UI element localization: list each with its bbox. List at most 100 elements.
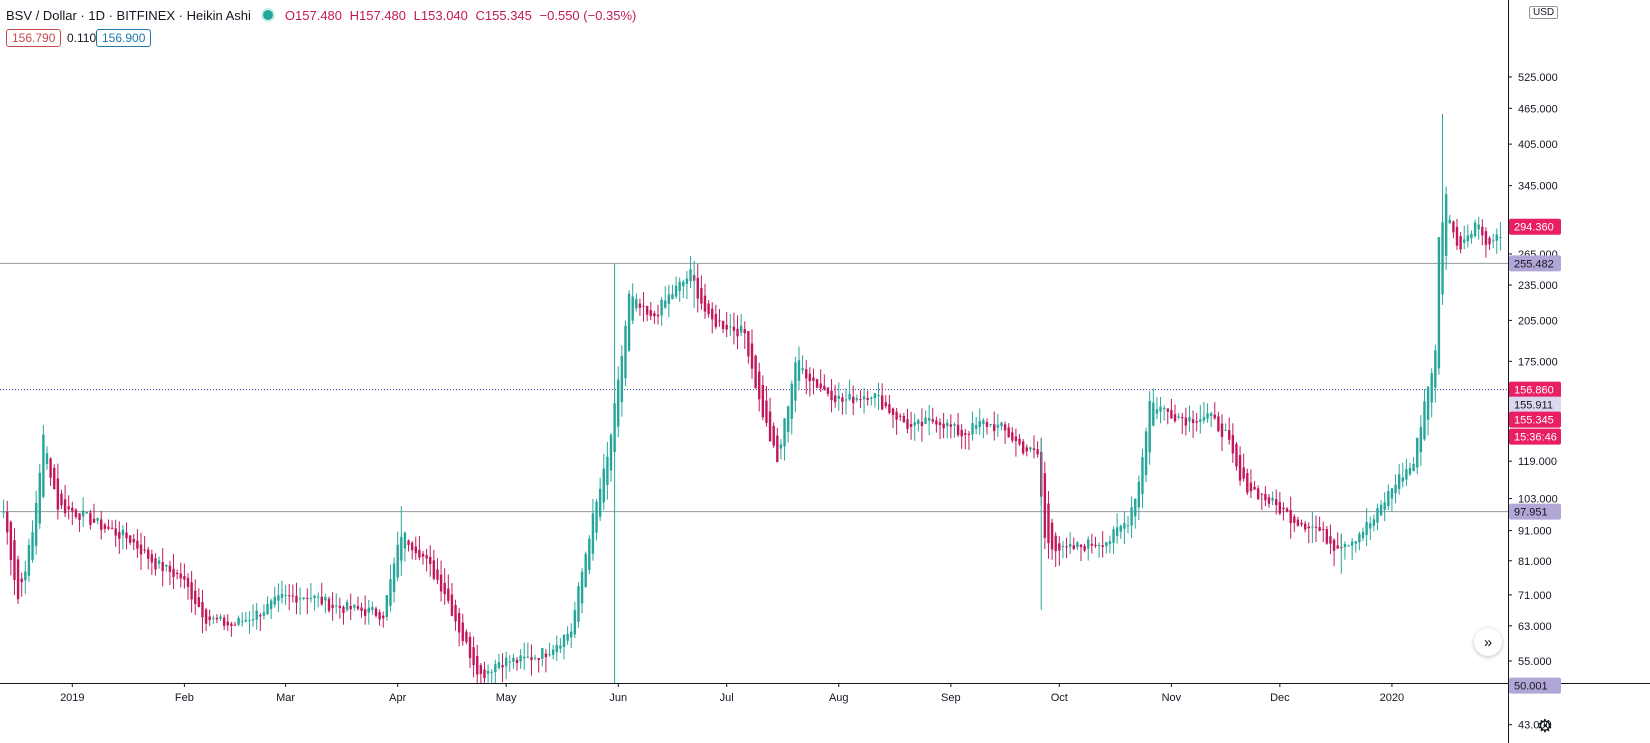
- candle: [580, 567, 584, 614]
- candle: [2, 499, 5, 519]
- candle: [78, 513, 81, 532]
- candle: [38, 463, 41, 529]
- candle: [425, 548, 428, 572]
- level-price-tag-label: 155.911: [1514, 400, 1553, 412]
- candle: [494, 659, 497, 684]
- candle: [53, 464, 56, 490]
- symbol-title[interactable]: BSV / Dollar · 1D · BITFINEX · Heikin As…: [6, 7, 251, 23]
- candle: [472, 636, 475, 678]
- candle: [1358, 531, 1361, 551]
- market-open-dot-icon: [262, 10, 273, 20]
- candle: [1166, 408, 1169, 425]
- candle: [208, 609, 211, 626]
- candle: [982, 418, 985, 439]
- candle: [465, 629, 468, 645]
- candle: [1300, 519, 1303, 527]
- candle: [1152, 388, 1155, 427]
- candle: [747, 330, 750, 364]
- candle: [877, 382, 880, 411]
- candle: [884, 395, 887, 409]
- candle: [1101, 531, 1104, 558]
- candle: [6, 500, 9, 545]
- candle: [964, 428, 967, 450]
- sell-quote[interactable]: 156.790: [6, 28, 62, 48]
- candle: [1278, 492, 1282, 516]
- price-axis-bg: [1508, 0, 1650, 743]
- candle: [1401, 462, 1404, 488]
- candle: [100, 510, 103, 540]
- candle: [13, 528, 16, 595]
- candle: [664, 286, 667, 309]
- candle: [67, 495, 70, 520]
- candle: [837, 382, 840, 411]
- candle: [533, 654, 537, 661]
- candle: [1369, 516, 1372, 540]
- candle: [1271, 491, 1274, 506]
- candle: [1076, 540, 1079, 550]
- spread-value: 0.110: [67, 31, 97, 45]
- candle: [504, 651, 508, 680]
- candle: [830, 378, 833, 413]
- candle: [89, 509, 92, 530]
- candle: [711, 302, 714, 334]
- buy-price: 156.900: [96, 29, 152, 47]
- candle: [1083, 543, 1086, 553]
- currency-label[interactable]: USD: [1529, 6, 1559, 19]
- candle: [49, 457, 52, 486]
- candle: [125, 522, 128, 550]
- price-tick-label: 63.000: [1518, 621, 1552, 633]
- candle: [215, 614, 219, 624]
- time-tick-label: Apr: [389, 692, 406, 704]
- candle: [1314, 515, 1318, 542]
- candle: [537, 657, 540, 673]
- candle: [1011, 427, 1014, 443]
- candle: [1419, 415, 1423, 466]
- candle: [204, 607, 208, 632]
- candle: [823, 374, 826, 391]
- candle: [584, 551, 587, 588]
- candle: [226, 614, 229, 631]
- candle: [562, 634, 566, 660]
- double-chevron-right-icon[interactable]: »: [1474, 628, 1502, 656]
- candle: [219, 613, 222, 621]
- candle: [443, 568, 446, 605]
- candle: [1437, 237, 1441, 375]
- candle: [1448, 214, 1451, 225]
- candle: [201, 590, 204, 634]
- candle: [508, 655, 511, 672]
- candle: [147, 546, 150, 570]
- candle: [1003, 421, 1007, 444]
- candle: [786, 405, 790, 443]
- candle: [833, 384, 837, 408]
- candle: [1130, 496, 1133, 539]
- candle: [678, 277, 681, 303]
- candle: [707, 299, 710, 318]
- candle: [978, 408, 981, 435]
- candle: [1115, 513, 1119, 544]
- candle: [389, 564, 392, 612]
- gear-icon[interactable]: ⚙: [1536, 715, 1554, 736]
- candle: [172, 553, 175, 589]
- candle: [638, 298, 642, 316]
- candle: [772, 422, 775, 449]
- candle: [1329, 524, 1332, 555]
- candle: [895, 408, 898, 435]
- candle: [345, 599, 349, 613]
- candle: [917, 418, 920, 432]
- candle: [1181, 412, 1184, 434]
- price-tick-label: 465.000: [1518, 103, 1558, 115]
- sell-price: 156.790: [6, 29, 62, 47]
- candle: [1061, 540, 1065, 559]
- candle: [1246, 468, 1249, 496]
- candle: [1477, 217, 1480, 240]
- buy-quote[interactable]: 156.900: [96, 28, 152, 48]
- candle: [367, 599, 370, 625]
- candle: [598, 477, 602, 522]
- price-tick-label: 175.000: [1518, 356, 1558, 368]
- candle: [1343, 541, 1347, 560]
- candle: [620, 345, 624, 417]
- candle: [1430, 368, 1433, 418]
- bid-price-tag: [1509, 381, 1561, 398]
- candle: [1336, 532, 1339, 549]
